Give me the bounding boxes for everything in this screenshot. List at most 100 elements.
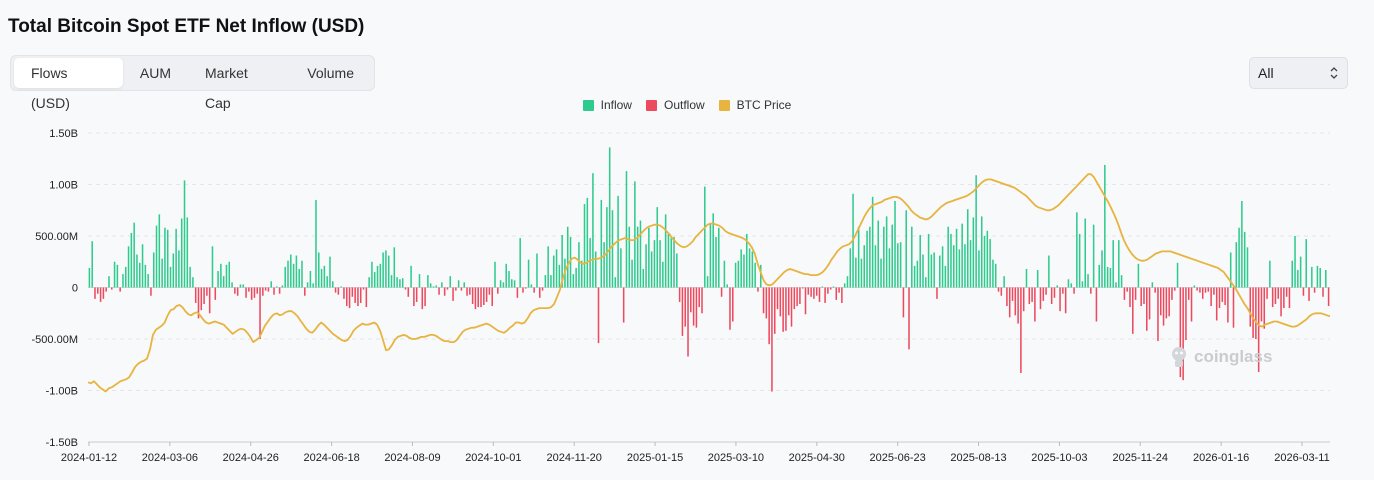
- outflow-bar: [197, 287, 200, 319]
- outflow-bar: [516, 287, 519, 298]
- outflow-bar: [835, 287, 838, 300]
- outflow-bar: [259, 287, 261, 339]
- outflow-bar: [698, 287, 700, 308]
- inflow-bar: [1316, 265, 1319, 288]
- outflow-bar: [1095, 287, 1098, 322]
- inflow-bar: [552, 255, 555, 288]
- inflow-bar: [144, 264, 147, 288]
- coinglass-logo-icon: [1172, 347, 1186, 367]
- inflow-bar: [1325, 269, 1327, 288]
- inflow-bar: [312, 283, 314, 288]
- outflow-bar: [1028, 287, 1031, 304]
- inflow-bar: [1104, 164, 1106, 288]
- y-tick-label: 1.50B: [49, 128, 78, 140]
- legend-item-outflow[interactable]: Outflow: [645, 98, 705, 112]
- legend-item-btc-price[interactable]: BTC Price: [718, 98, 791, 112]
- outflow-bar: [460, 287, 463, 291]
- inflow-bar: [555, 249, 558, 288]
- outflow-bar: [1129, 287, 1131, 308]
- inflow-bar: [600, 199, 603, 288]
- outflow-bar: [194, 287, 197, 303]
- outflow-bar: [936, 287, 938, 299]
- inflow-bar: [589, 238, 591, 288]
- outflow-bar: [1123, 287, 1126, 300]
- inflow-bar: [136, 254, 138, 288]
- outflow-bar: [1090, 287, 1092, 294]
- inflow-bar: [1070, 283, 1073, 288]
- outflow-bar: [455, 287, 457, 291]
- outflow-bar: [681, 287, 684, 336]
- inflow-bar: [726, 284, 728, 288]
- inflow-bar: [1311, 266, 1313, 288]
- outflow-bar: [1252, 287, 1254, 338]
- outflow-bar: [827, 287, 829, 294]
- legend-item-inflow[interactable]: Inflow: [582, 98, 632, 112]
- inflow-bar: [941, 246, 944, 288]
- inflow-bar: [1106, 266, 1109, 288]
- inflow-bar: [1076, 212, 1078, 288]
- outflow-bar: [351, 287, 354, 297]
- inflow-bar: [544, 275, 547, 288]
- inflow-bar: [925, 277, 927, 288]
- inflow-bar: [1297, 269, 1299, 288]
- y-tick-label: -1.50B: [46, 437, 78, 449]
- outflow-bar: [729, 287, 731, 330]
- inflow-bar: [580, 260, 583, 288]
- inflow-bar: [846, 276, 849, 288]
- inflow-bar: [821, 286, 824, 288]
- inflow-bar: [575, 267, 577, 288]
- tab-flows[interactable]: Flows (USD): [14, 58, 123, 111]
- inflow-bar: [141, 244, 144, 288]
- inflow-bar: [899, 242, 902, 288]
- tab-volume[interactable]: Volume: [307, 65, 354, 81]
- outflow-bar: [678, 287, 681, 302]
- outflow-bar: [538, 287, 541, 298]
- range-select[interactable]: All: [1249, 57, 1348, 89]
- inflow-bar: [1151, 282, 1154, 288]
- inflow-bar: [499, 280, 502, 288]
- inflow-bar: [189, 266, 191, 288]
- outflow-bar: [807, 287, 810, 295]
- outflow-bar: [773, 287, 776, 334]
- inflow-bar: [913, 265, 916, 288]
- outflow-bar: [477, 287, 479, 308]
- inflow-bar: [975, 175, 977, 288]
- outflow-bar: [1132, 287, 1134, 334]
- watermark: coinglass: [1168, 345, 1272, 369]
- chevron-updown-icon: [1330, 67, 1338, 79]
- inflow-bar: [281, 285, 284, 288]
- inflow-bar: [653, 240, 656, 288]
- inflow-bar: [751, 251, 754, 288]
- outflow-bar: [208, 287, 211, 314]
- y-axis-ticks: 1.50B 1.00B 500.00M 0 -500.00M -1.00B -1.50B: [32, 128, 78, 449]
- inflow-bar: [944, 265, 947, 288]
- outflow-bar: [1199, 287, 1201, 293]
- inflow-bar: [228, 261, 231, 288]
- inflow-bar: [955, 228, 958, 288]
- inflow-bar: [673, 237, 675, 288]
- outflow-bar: [264, 287, 267, 291]
- outflow-bar: [1224, 287, 1226, 306]
- tab-aum[interactable]: AUM: [139, 65, 171, 81]
- inflow-bar: [511, 279, 513, 288]
- outflow-bar: [799, 287, 801, 304]
- inflow-bar: [1098, 264, 1100, 288]
- outflow-bar: [483, 287, 485, 306]
- x-tick-label: 2025-03-10: [708, 452, 764, 464]
- inflow-bar: [127, 246, 130, 288]
- inflow-bar: [939, 255, 941, 288]
- outflow-bar: [1255, 287, 1257, 339]
- inflow-bar: [1291, 260, 1294, 288]
- outflow-bar: [337, 287, 340, 295]
- inflow-bar: [972, 217, 975, 288]
- outflow-bar: [1207, 287, 1210, 292]
- inflow-bar: [108, 276, 110, 288]
- inflow-bar: [186, 217, 189, 288]
- outflow-bar: [790, 287, 793, 327]
- inflow-bar: [435, 285, 438, 288]
- outflow-bar: [1249, 287, 1252, 327]
- outflow-bar: [1000, 287, 1003, 296]
- tab-market-cap[interactable]: Market Cap: [205, 65, 248, 111]
- inflow-bar: [295, 255, 298, 288]
- inflow-bar: [113, 261, 116, 288]
